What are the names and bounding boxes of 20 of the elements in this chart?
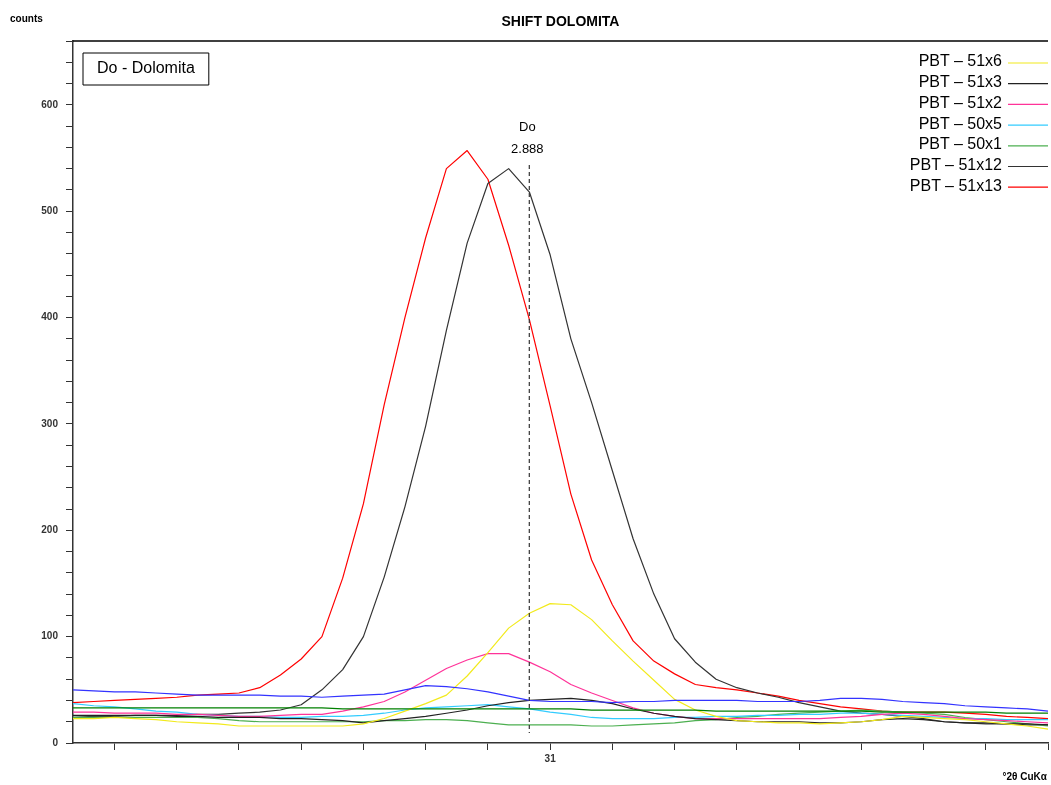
legend-label: PBT – 51x2 <box>918 93 1003 111</box>
y-tick-label: 300 <box>41 417 59 429</box>
legend-label: PBT – 50x1 <box>918 135 1003 153</box>
legend-label: PBT – 51x12 <box>909 155 1003 173</box>
legend-label: PBT – 51x3 <box>918 73 1003 91</box>
annotation: Do - Dolomita <box>97 59 195 77</box>
legend-label: PBT – 50x5 <box>918 114 1003 132</box>
y-tick-label: 400 <box>41 311 59 323</box>
text: Do 2.888 <box>511 118 544 156</box>
y-tick-label: 100 <box>41 630 59 642</box>
x-tick-label: 31 <box>544 752 557 764</box>
x-axis-title: °2θ CuKα <box>1002 770 1048 782</box>
legend-label: PBT – 51x13 <box>909 176 1003 194</box>
y-tick-label: 200 <box>41 524 59 536</box>
chart-title: SHIFT DOLOMITA <box>501 12 620 29</box>
y-tick-label: 500 <box>41 204 59 216</box>
y-axis-title: counts <box>10 12 44 24</box>
y-tick-label: 0 <box>52 736 59 748</box>
legend-label: PBT – 51x6 <box>918 52 1003 70</box>
y-tick-label: 600 <box>41 98 59 110</box>
